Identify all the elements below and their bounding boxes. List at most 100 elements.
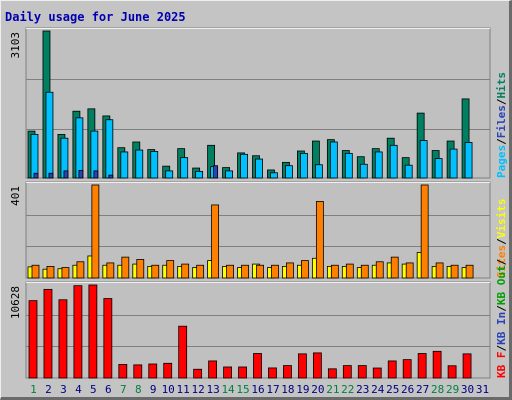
kbf-bar (88, 284, 98, 379)
sites-bar (31, 264, 40, 279)
sites-bar (181, 263, 190, 279)
sites-bar (390, 256, 399, 279)
day-label: 13 (206, 383, 219, 396)
kbf-bar (28, 300, 38, 379)
day-labels: 1 2 3 4 5 6 7 8 9 10 11 12 13 14 15 16 17 18 19 20 21 22 23 24 2… (30, 383, 489, 396)
kbf-bar (193, 368, 203, 379)
pages-bar (78, 170, 84, 179)
kbf-bar (447, 365, 457, 379)
sites-bar (226, 264, 234, 279)
legend-entry: Visits (495, 199, 508, 239)
kbf-bar (133, 364, 143, 379)
kbf-bar (148, 363, 158, 379)
legend-entry: KB Out (495, 265, 508, 305)
sites-bar (106, 262, 115, 279)
legend-hits-files-pages: Pages/Files/Hits (495, 72, 508, 178)
kbf-bar (43, 288, 53, 379)
files-bar (300, 152, 308, 179)
files-bar (434, 158, 443, 179)
day-label: 16 (251, 383, 264, 396)
day-label: 25 (386, 383, 399, 396)
day-label: 17 (266, 383, 279, 396)
chart-title: Daily usage for June 2025 (5, 10, 186, 24)
sites-bar (465, 264, 474, 279)
legend-entry: KB In (495, 312, 508, 345)
files-bar (75, 117, 84, 179)
sites-bar (211, 204, 220, 279)
kbf-bar (402, 359, 412, 379)
files-bar (344, 152, 353, 179)
day-label: 2 (45, 383, 52, 396)
files-bar (240, 153, 248, 179)
day-label: 21 (326, 383, 339, 396)
files-bar (45, 91, 54, 179)
pages-bar (213, 165, 219, 179)
day-label: 28 (431, 383, 444, 396)
legend-entry: / (495, 305, 508, 312)
day-label: 9 (150, 383, 157, 396)
files-bar (105, 119, 114, 179)
files-bar (270, 172, 278, 179)
sites-bar (256, 264, 264, 279)
legend-entry: Pages (495, 145, 508, 178)
sites-bar (166, 260, 175, 279)
max-label-kbytes: 10628 (9, 286, 22, 319)
kbf-bar (387, 360, 397, 379)
kbf-bar (73, 285, 83, 379)
kbf-bar (417, 353, 427, 379)
day-label: 12 (192, 383, 205, 396)
day-label: 22 (341, 383, 354, 396)
legend-entry: / (495, 345, 508, 352)
legend-entry: / (495, 238, 508, 245)
max-label-visits-sites: 401 (9, 186, 22, 206)
legend-kbytes: KB F/KB In/KB Out/ (495, 258, 508, 378)
legend-visits-sites: Sites/Visits (495, 199, 508, 279)
pages-bar (93, 170, 99, 179)
kbf-bar (342, 365, 352, 379)
files-bar (329, 141, 338, 179)
sites-bar (121, 256, 130, 279)
sites-bar (271, 264, 279, 279)
day-label: 29 (446, 383, 459, 396)
kbf-bar (312, 352, 322, 379)
kbf-bar (268, 367, 277, 379)
legend-entry: / (495, 258, 508, 265)
legend-entry: / (495, 98, 508, 105)
files-bar (314, 164, 323, 179)
sites-bar (76, 261, 85, 279)
day-label: 26 (401, 383, 414, 396)
files-bar (180, 157, 189, 179)
kbf-bar (432, 350, 442, 379)
sites-bar (360, 264, 369, 279)
files-bar (285, 165, 293, 179)
files-bar (30, 134, 39, 179)
day-label: 15 (236, 383, 249, 396)
files-bar (135, 149, 144, 179)
pages-bar (108, 174, 114, 179)
sites-bar (301, 260, 309, 279)
files-bar (389, 144, 398, 179)
legend-entry: / (495, 138, 508, 145)
files-bar (404, 164, 413, 179)
day-label: 8 (135, 383, 142, 396)
kbf-bar (208, 360, 218, 379)
sites-bar (315, 201, 324, 279)
legend-entry: Hits (495, 72, 508, 99)
legend-entry: Sites (495, 245, 508, 278)
pages-bar (48, 172, 54, 179)
files-bar (255, 158, 263, 179)
sites-bar (286, 262, 294, 279)
files-bar (150, 151, 159, 179)
sites-bar (151, 264, 160, 279)
kbf-bar (357, 365, 367, 379)
sites-bar (241, 264, 249, 279)
files-bar (374, 151, 383, 179)
kbf-bar (58, 299, 68, 379)
kbf-bar (223, 366, 232, 379)
day-label: 7 (120, 383, 127, 396)
day-label: 11 (177, 383, 190, 396)
day-label: 20 (311, 383, 324, 396)
pages-bar (33, 172, 39, 179)
sites-bar (450, 264, 459, 279)
